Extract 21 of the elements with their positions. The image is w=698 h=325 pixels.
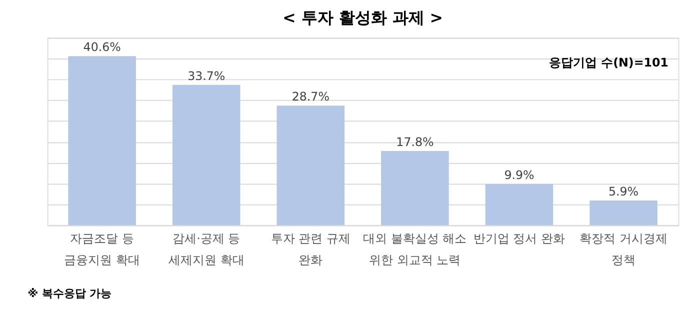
bar: [590, 200, 658, 226]
x-tick-label: 반기업 정서 완화: [473, 231, 566, 246]
annotation: 응답기업 수(N)=101: [548, 55, 668, 70]
x-tick-label: 투자 관련 규제 완화: [270, 231, 350, 268]
x-tick-label: 대외 불확실성 해소 위한 외교적 노력: [363, 231, 467, 268]
bar: [172, 84, 240, 226]
data-label: 9.9%: [504, 168, 534, 182]
x-tick-label: 확장적 거시경제 정책: [580, 231, 668, 268]
bar: [485, 184, 554, 226]
x-tick-label: 감세·공제 등 세제지원 확대: [168, 231, 244, 268]
bar: [276, 106, 345, 226]
chart-title: < 투자 활성화 과제 >: [282, 8, 443, 28]
bar: [381, 151, 449, 226]
bar: [68, 56, 136, 226]
data-label: 40.6%: [83, 40, 121, 54]
data-label: 28.7%: [292, 90, 330, 104]
data-label: 17.8%: [396, 135, 434, 150]
data-label: 5.9%: [608, 184, 639, 199]
data-label: 33.7%: [188, 68, 226, 83]
x-tick-label: 자금조달 등 금융지원 확대: [64, 231, 140, 268]
text: ※ 복수응답 가능: [28, 287, 112, 300]
